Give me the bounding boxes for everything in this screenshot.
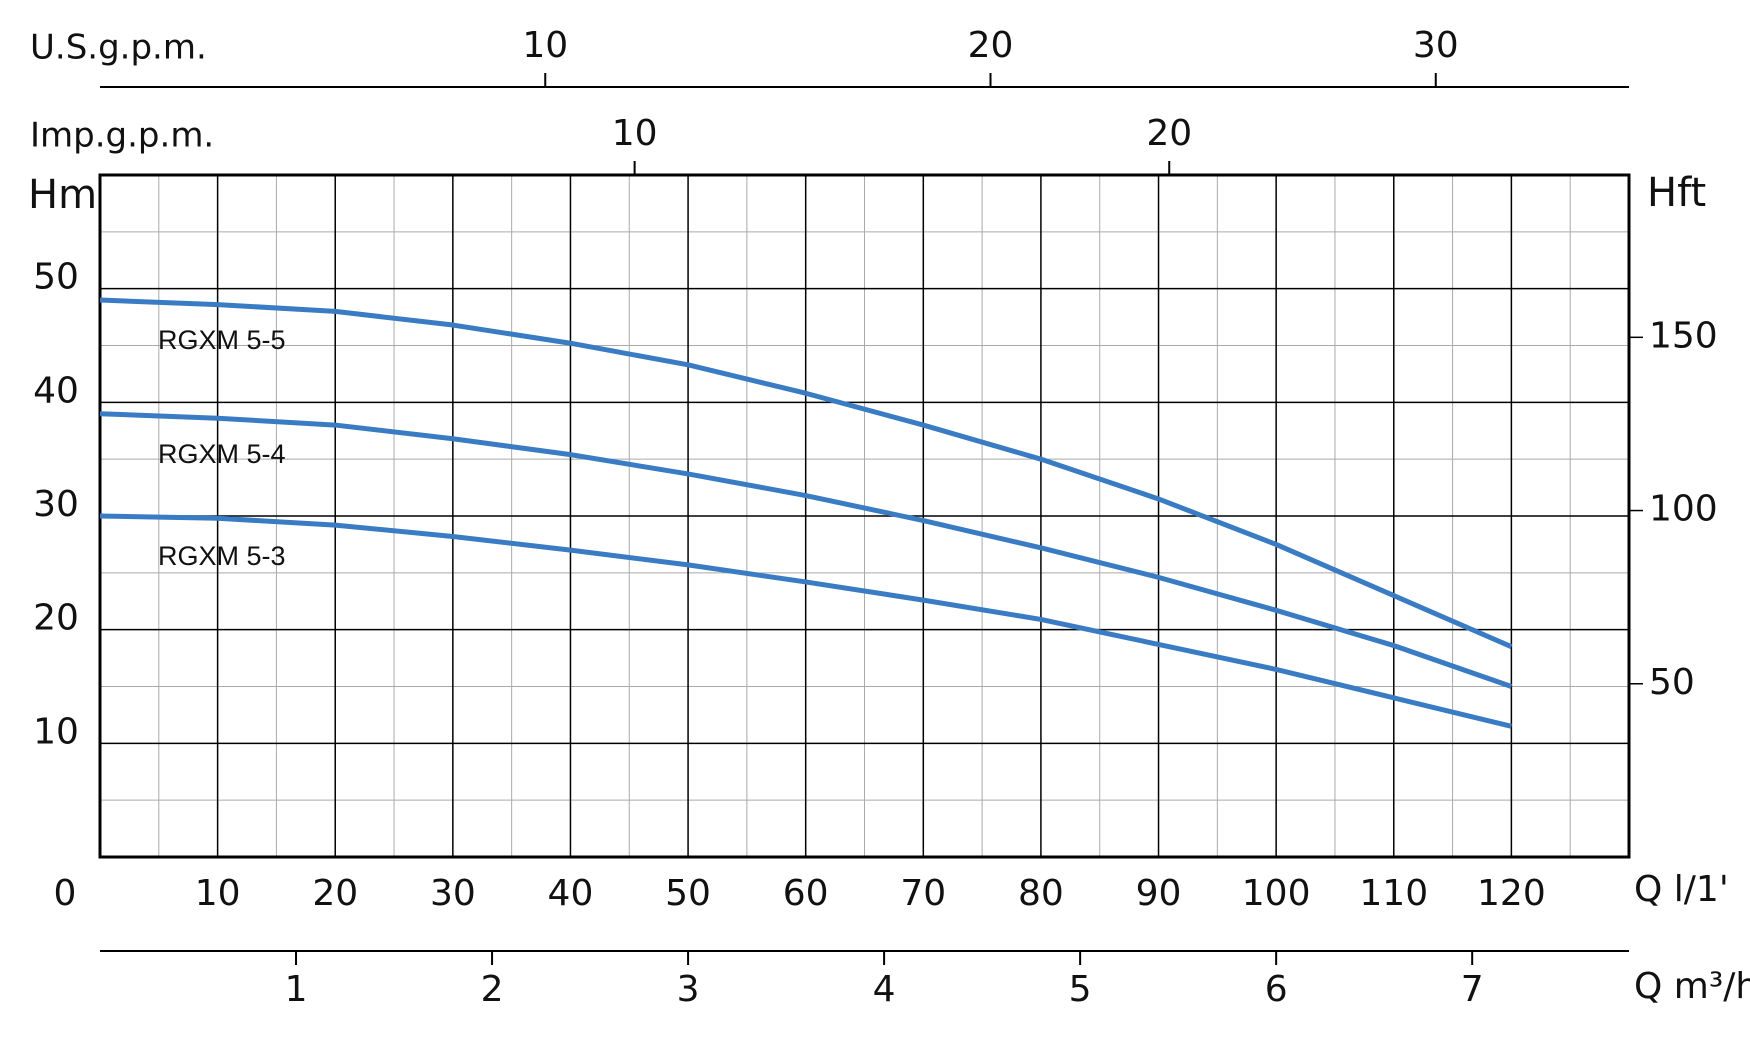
y-tick-label: 50 [33, 257, 79, 298]
y2-tick-label: 50 [1649, 662, 1695, 703]
axis-label: Q m³/h [1634, 966, 1750, 1007]
y-tick-label: 30 [33, 484, 79, 525]
x-tick-label: 60 [783, 873, 829, 914]
axis-label: U.S.g.p.m. [30, 28, 207, 68]
tick-label: 20 [1146, 113, 1192, 154]
tick-label: 5 [1069, 969, 1092, 1010]
x-tick-label: 80 [1018, 873, 1064, 914]
curve [99, 297, 1513, 650]
x-tick-label: 110 [1359, 873, 1428, 914]
tick-label: 1 [285, 969, 308, 1010]
y-tick-label: 20 [33, 598, 79, 639]
y2-tick-label: 150 [1649, 315, 1718, 356]
tick-label: 30 [1413, 25, 1459, 66]
x-tick-label: 0 [54, 873, 77, 914]
axis-label: Imp.g.p.m. [30, 116, 214, 156]
curve [99, 513, 1512, 729]
y2-tick-label: 100 [1649, 489, 1718, 530]
curve [99, 411, 1513, 689]
tick-label: 7 [1461, 969, 1484, 1010]
tick-label: 20 [968, 25, 1014, 66]
tick-label: 6 [1265, 969, 1288, 1010]
tick-label: 4 [873, 969, 896, 1010]
curve-label: RGXM 5-5 [158, 325, 286, 355]
curve-label: RGXM 5-4 [158, 439, 286, 469]
tick-label: 10 [522, 25, 568, 66]
x-tick-label: 10 [195, 873, 241, 914]
x-tick-label: 90 [1136, 873, 1182, 914]
x-tick-label: 120 [1477, 873, 1546, 914]
x-tick-label: 40 [548, 873, 594, 914]
tick-label: 10 [612, 113, 658, 154]
tick-label: 3 [677, 969, 700, 1010]
x-tick-label: 30 [430, 873, 476, 914]
curve-label: RGXM 5-3 [158, 541, 286, 571]
x-tick-label: 50 [665, 873, 711, 914]
tick-label: 2 [481, 969, 504, 1010]
x-tick-label: 70 [900, 873, 946, 914]
y-tick-label: 10 [33, 711, 79, 752]
y2-axis-label: Hft [1647, 170, 1706, 216]
x-axis-label: Q l/1' [1634, 869, 1729, 910]
y-axis-label: Hm [28, 172, 97, 218]
x-tick-label: 20 [312, 873, 358, 914]
y-tick-label: 40 [33, 370, 79, 411]
x-tick-label: 100 [1242, 873, 1311, 914]
